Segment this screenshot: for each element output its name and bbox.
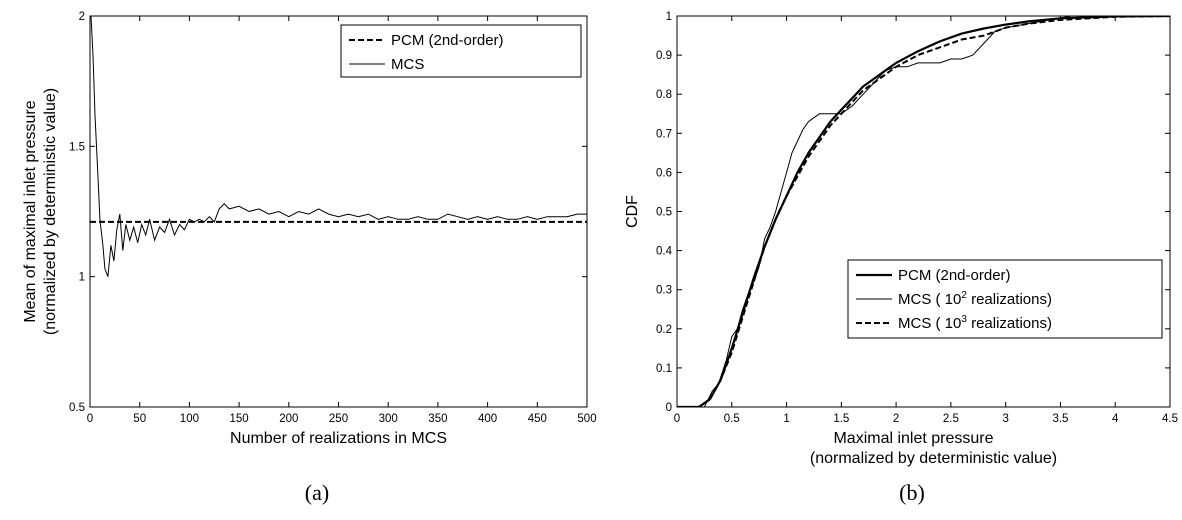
y-tick-label: 0.6 bbox=[656, 167, 672, 179]
legend-label-2: MCS bbox=[391, 56, 424, 73]
y-tick-label: 0.7 bbox=[656, 128, 672, 140]
x-axis-label-line-1: Maximal inlet pressure bbox=[833, 430, 993, 447]
x-tick-label: 100 bbox=[180, 413, 199, 425]
x-tick-label: 200 bbox=[279, 413, 298, 425]
y-tick-label: 0 bbox=[666, 402, 672, 414]
x-axis-label-line-2: (normalized by deterministic value) bbox=[810, 450, 1057, 467]
x-tick-label: 3 bbox=[1002, 413, 1008, 425]
y-axis-label-line-2: (normalized by deterministic value) bbox=[42, 88, 59, 335]
x-tick-label: 300 bbox=[379, 413, 398, 425]
y-tick-label: 0.2 bbox=[656, 324, 672, 336]
x-tick-label: 350 bbox=[428, 413, 447, 425]
legend-label-1: PCM (2nd-order) bbox=[898, 267, 1011, 284]
x-tick-label: 450 bbox=[528, 413, 547, 425]
y-axis-label-line-1: Mean of maximal inlet pressure bbox=[22, 100, 39, 322]
panel-label-b: (b) bbox=[899, 480, 925, 505]
x-tick-label: 500 bbox=[577, 413, 596, 425]
y-tick-label: 0.9 bbox=[656, 50, 672, 62]
x-tick-label: 4.5 bbox=[1162, 413, 1178, 425]
legend-label-1: PCM (2nd-order) bbox=[391, 32, 504, 49]
y-tick-label: 0.3 bbox=[656, 285, 672, 297]
y-tick-label: 1.5 bbox=[69, 141, 85, 153]
x-tick-label: 1.5 bbox=[833, 413, 849, 425]
x-tick-label: 0 bbox=[674, 413, 680, 425]
x-tick-label: 0.5 bbox=[724, 413, 740, 425]
y-tick-label: 0.4 bbox=[656, 246, 673, 258]
x-tick-label: 250 bbox=[329, 413, 348, 425]
legend-box bbox=[847, 259, 1163, 339]
y-axis-label: CDF bbox=[624, 195, 641, 228]
y-tick-label: 0.5 bbox=[69, 402, 85, 414]
y-tick-label: 0.5 bbox=[656, 207, 672, 219]
legend-label-3: MCS ( 103 realizations) bbox=[898, 314, 1052, 332]
y-tick-label: 1 bbox=[666, 11, 672, 23]
x-tick-label: 4 bbox=[1112, 413, 1119, 425]
x-tick-label: 400 bbox=[478, 413, 497, 425]
series-line-3 bbox=[677, 16, 1170, 407]
y-tick-label: 2 bbox=[79, 11, 85, 23]
series-line-2 bbox=[677, 16, 1170, 407]
series-line-1 bbox=[677, 16, 1170, 407]
chart-b: 0 0.5 1 1.5 2 2.5 3 3.5 4 4.5 0 0.1 0.2 0.3 0.4 0.5 0.6 0… bbox=[624, 11, 1178, 467]
x-tick-label: 3.5 bbox=[1052, 413, 1068, 425]
legend-label-2: MCS ( 102 realizations) bbox=[898, 290, 1052, 308]
x-tick-label: 2 bbox=[893, 413, 899, 425]
y-tick-label: 1 bbox=[79, 272, 85, 284]
x-tick-label: 0 bbox=[87, 413, 93, 425]
panel-label-a: (a) bbox=[304, 480, 330, 505]
plot-area bbox=[89, 15, 588, 408]
y-tick-label: 0.8 bbox=[656, 89, 672, 101]
x-tick-label: 150 bbox=[230, 413, 249, 425]
x-tick-label: 1 bbox=[783, 413, 789, 425]
legend-box bbox=[340, 24, 582, 78]
y-tick-label: 0.1 bbox=[656, 363, 672, 375]
x-tick-label: 50 bbox=[133, 413, 146, 425]
series-line-2 bbox=[90, 16, 587, 277]
chart-a: 0 50 100 150 200 250 300 350 400 450 500 0.5 1 1.5 2 Nu… bbox=[22, 11, 597, 447]
x-tick-label: 2.5 bbox=[943, 413, 959, 425]
x-axis-label: Number of realizations in MCS bbox=[230, 430, 447, 447]
plot-area bbox=[676, 15, 1171, 408]
